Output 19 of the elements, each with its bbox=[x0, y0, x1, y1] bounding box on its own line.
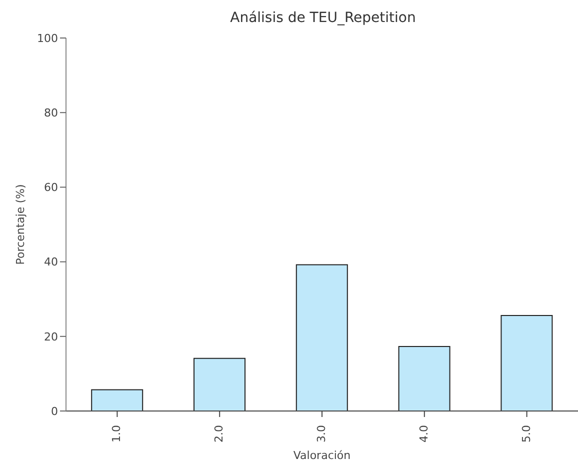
y-tick-label: 60 bbox=[44, 181, 58, 194]
chart-title: Análisis de TEU_Repetition bbox=[229, 10, 417, 26]
bar bbox=[398, 346, 450, 411]
y-tick-label: 40 bbox=[44, 256, 58, 269]
x-tick-label: 5.0 bbox=[520, 425, 533, 442]
x-tick-label: 4.0 bbox=[417, 425, 430, 442]
x-tick-label: 3.0 bbox=[315, 425, 328, 442]
bar bbox=[91, 389, 144, 411]
y-tick-label: 20 bbox=[44, 330, 58, 344]
x-tick-label: 1.0 bbox=[110, 425, 124, 442]
x-axis-title: Valoración bbox=[293, 449, 351, 462]
y-tick-label: 100 bbox=[37, 32, 58, 45]
y-tick-label: 0 bbox=[51, 404, 58, 418]
bar bbox=[500, 315, 553, 411]
bar bbox=[296, 264, 348, 411]
y-axis-title: Porcentaje (%) bbox=[14, 184, 27, 265]
y-tick-label: 80 bbox=[44, 106, 58, 120]
x-tick-label: 2.0 bbox=[212, 425, 226, 442]
bar bbox=[194, 358, 246, 411]
